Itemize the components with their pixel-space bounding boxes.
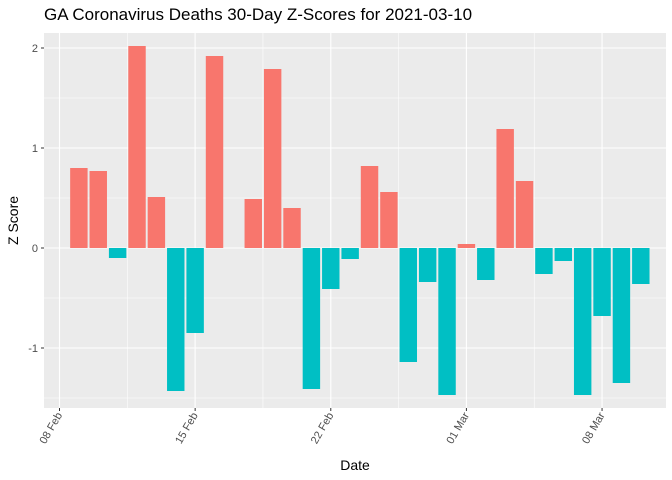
- y-axis-title: Z Score: [5, 196, 21, 245]
- x-tick-label: 08 Mar: [580, 410, 608, 446]
- y-axis: -1 0 1 2: [28, 43, 44, 355]
- y-tick-label: 1: [32, 143, 38, 155]
- bar: [205, 56, 224, 248]
- bar: [457, 244, 476, 248]
- x-tick-label: 08 Feb: [38, 411, 66, 447]
- y-tick-label: 2: [32, 43, 38, 55]
- bar: [108, 248, 127, 258]
- bar: [147, 197, 166, 248]
- y-tick-label: -1: [28, 343, 38, 355]
- bar: [380, 192, 398, 248]
- bars: [70, 46, 650, 395]
- x-axis-title: Date: [340, 457, 370, 473]
- bar: [322, 248, 340, 289]
- bar: [263, 69, 282, 248]
- bar: [612, 248, 631, 383]
- bar: [302, 248, 321, 389]
- grid-minor: [44, 33, 666, 408]
- bar: [632, 248, 650, 284]
- x-tick-label: 22 Feb: [309, 411, 337, 447]
- x-axis: 08 Feb 15 Feb 22 Feb 01 Mar 08 Mar: [38, 408, 608, 446]
- chart-title: GA Coronavirus Deaths 30-Day Z-Scores fo…: [44, 5, 473, 24]
- bar: [89, 171, 107, 248]
- bar: [167, 248, 185, 391]
- bar: [593, 248, 611, 316]
- bar: [477, 248, 495, 280]
- bar: [128, 46, 146, 248]
- bar: [244, 199, 262, 248]
- bar: [70, 168, 88, 248]
- bar: [360, 166, 379, 248]
- bar: [573, 248, 592, 395]
- y-tick-label: 0: [32, 243, 38, 255]
- bar: [515, 181, 534, 248]
- bar: [496, 129, 514, 248]
- bar: [341, 248, 359, 259]
- bar: [438, 248, 456, 395]
- bar: [186, 248, 204, 333]
- bar: [283, 208, 301, 248]
- bar: [535, 248, 553, 274]
- x-tick-label: 01 Mar: [444, 410, 472, 446]
- x-tick-label: 15 Feb: [173, 411, 201, 447]
- bar: [554, 248, 573, 261]
- bar: [399, 248, 418, 362]
- bar: [418, 248, 437, 282]
